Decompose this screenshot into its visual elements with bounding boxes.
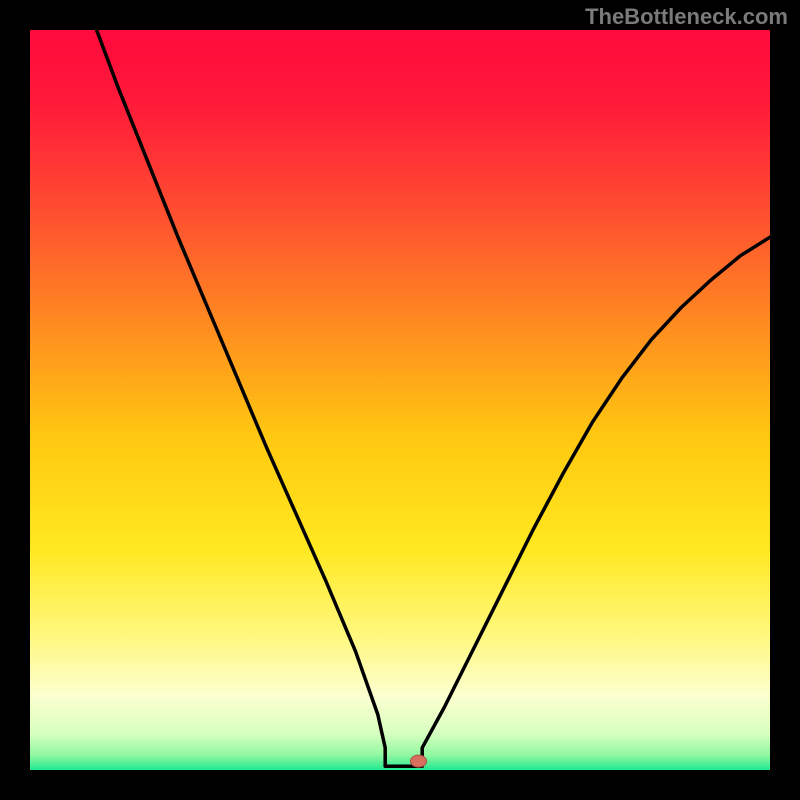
- bottleneck-chart: [0, 0, 800, 800]
- watermark-label: TheBottleneck.com: [585, 4, 788, 30]
- optimal-point-marker: [411, 755, 427, 767]
- chart-container: TheBottleneck.com: [0, 0, 800, 800]
